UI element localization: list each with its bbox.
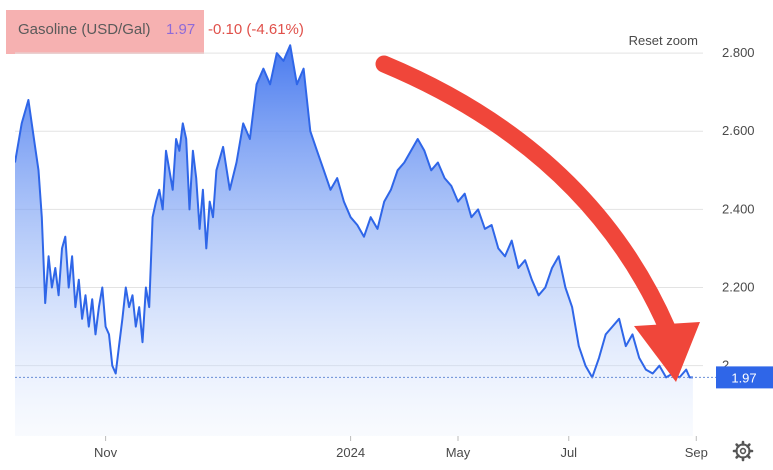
price-line: [15, 44, 693, 379]
y-tick-label: 2.200: [722, 280, 755, 295]
x-tick-label: Jul: [560, 445, 577, 460]
last-value-tag: [716, 366, 773, 389]
reset-zoom-button[interactable]: Reset zoom: [629, 33, 698, 48]
y-tick-label: 2: [722, 358, 729, 373]
x-tick-label: Sep: [685, 445, 708, 460]
x-tick-label: May: [446, 445, 471, 460]
header-highlight: [6, 10, 204, 54]
instrument-name: Gasoline (USD/Gal): [18, 21, 151, 38]
y-tick-label: 2.800: [722, 45, 755, 60]
current-price: 1.97: [166, 21, 195, 38]
y-axis-ticks: 2.800 2.600 2.400 2.200 2: [722, 45, 755, 373]
y-tick-label: 2.600: [722, 123, 755, 138]
last-value-label: 1.97: [731, 370, 756, 385]
x-tick-label: 2024: [336, 445, 365, 460]
gear-icon[interactable]: [732, 440, 754, 462]
x-axis-ticks: Nov 2024 May Jul Sep: [94, 436, 708, 460]
y-tick-label: 2.400: [722, 201, 755, 216]
price-change: -0.10 (-4.61%): [208, 21, 304, 38]
x-tick-label: Nov: [94, 445, 118, 460]
curved-down-arrow-icon: [375, 55, 700, 382]
price-area-fill: [15, 45, 693, 436]
price-area: [15, 44, 693, 436]
